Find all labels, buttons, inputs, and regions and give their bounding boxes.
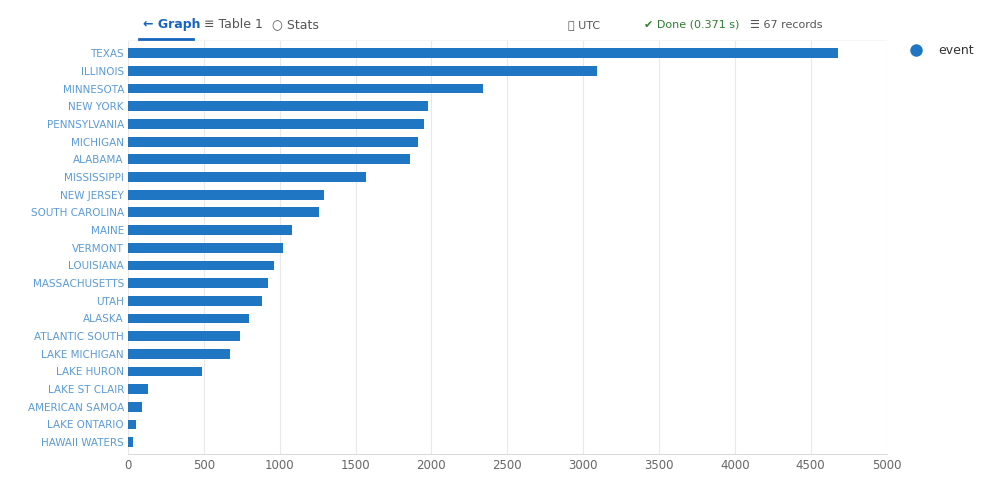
Bar (128, 101, 428, 111)
Bar (128, 190, 324, 200)
Bar (128, 314, 249, 323)
Bar (128, 119, 424, 129)
Bar (128, 296, 262, 306)
Bar (128, 384, 148, 394)
Bar (128, 243, 283, 252)
Bar (128, 207, 319, 217)
Bar (128, 331, 240, 341)
Bar (128, 278, 268, 288)
Bar (128, 137, 418, 147)
Bar (128, 349, 230, 359)
Bar (128, 84, 483, 93)
Legend: event: event (898, 39, 979, 62)
Text: ← Graph: ← Graph (143, 18, 201, 31)
Text: ☰ 67 records: ☰ 67 records (750, 20, 822, 30)
Bar (128, 66, 597, 76)
Bar (128, 367, 202, 376)
Bar (128, 437, 133, 447)
Bar (128, 402, 142, 412)
Bar (128, 419, 136, 429)
Text: ✔ Done (0.371 s): ✔ Done (0.371 s) (644, 20, 739, 30)
Bar (128, 48, 838, 58)
Text: ⏰ UTC: ⏰ UTC (568, 20, 600, 30)
Bar (128, 225, 292, 235)
Bar (128, 260, 274, 270)
Bar (128, 172, 366, 182)
Text: ≡ Table 1: ≡ Table 1 (204, 18, 263, 31)
Text: ○ Stats: ○ Stats (272, 18, 319, 31)
Bar (128, 155, 410, 164)
